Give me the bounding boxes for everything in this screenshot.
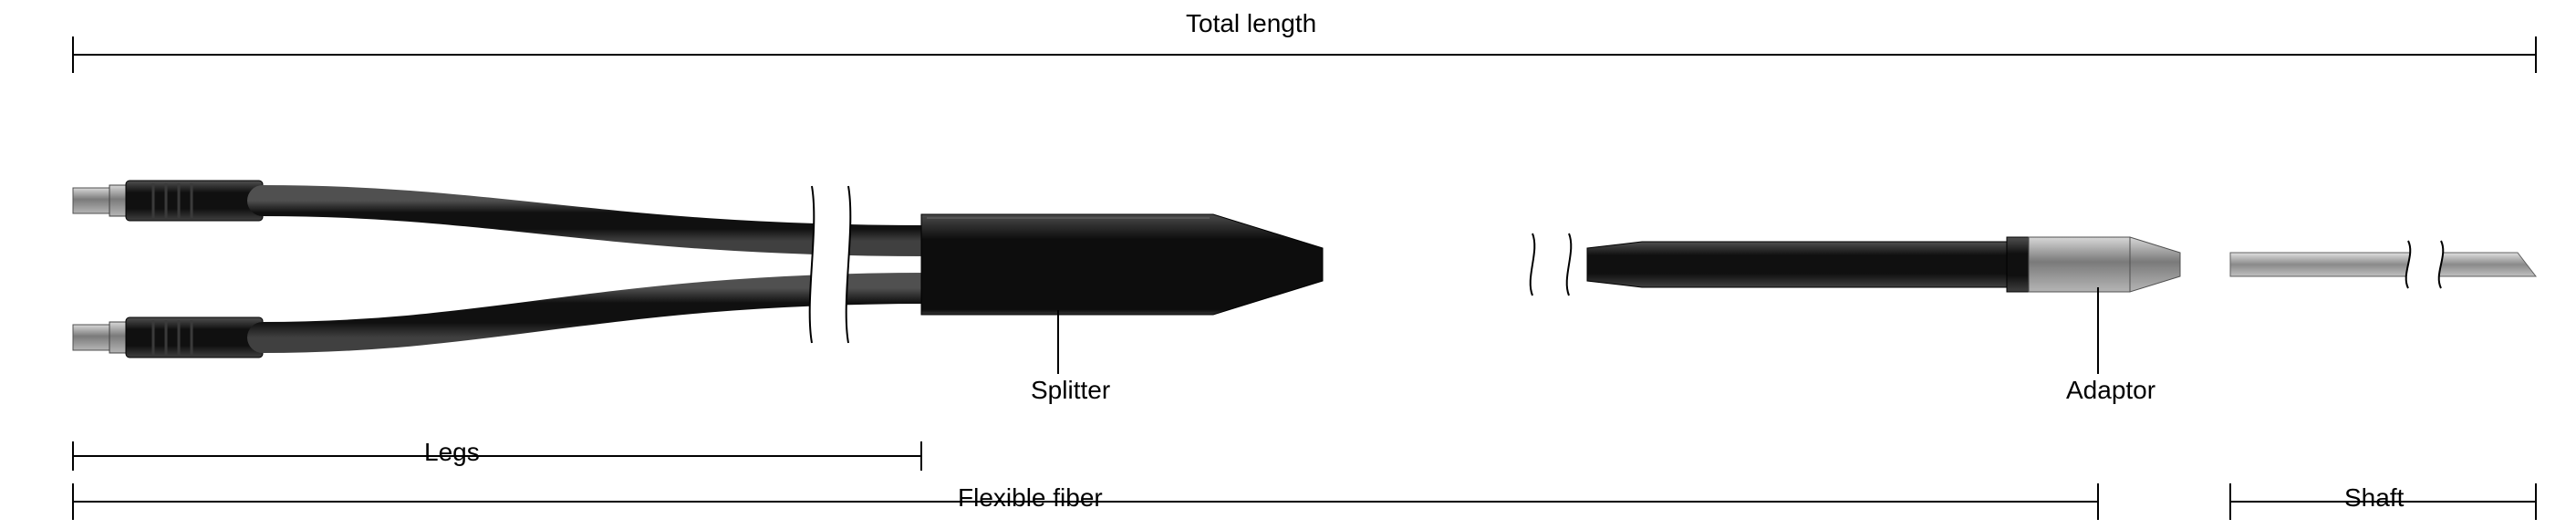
label-total-length: Total length xyxy=(1186,9,1316,38)
label-splitter: Splitter xyxy=(1031,376,1110,405)
label-legs: Legs xyxy=(424,438,480,467)
label-flexible-fiber: Flexible fiber xyxy=(958,483,1103,513)
label-adaptor: Adaptor xyxy=(2066,376,2155,405)
fiber-diagram xyxy=(0,0,2576,529)
label-shaft: Shaft xyxy=(2344,483,2404,513)
